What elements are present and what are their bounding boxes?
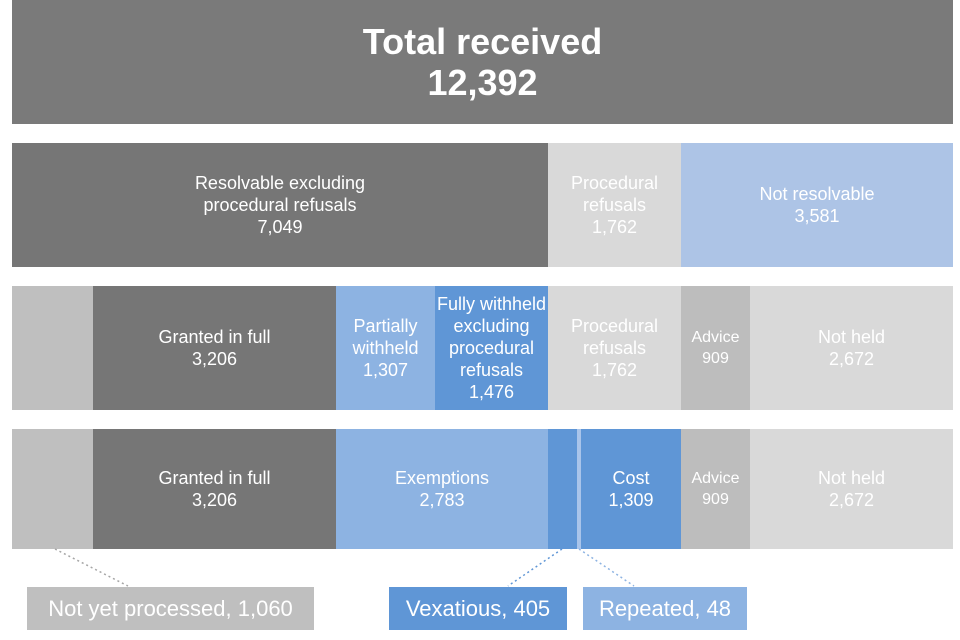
repeated-text: Repeated, 48 — [598, 595, 732, 621]
advice-block-row2: Advice 909 — [681, 286, 750, 410]
advice-label: Advice — [691, 329, 740, 346]
procedural-refusals-block-row2: Procedural refusals 1,762 — [548, 286, 681, 410]
not-held-value: 2,672 — [828, 490, 875, 510]
not-yet-processed-callout: Not yet processed, 1,060 — [27, 587, 314, 630]
resolvable-label: Resolvable excluding procedural refusals — [194, 173, 366, 215]
granted-in-full-block-row2: Granted in full 3,206 — [93, 286, 336, 410]
partially-withheld-value: 1,307 — [362, 360, 409, 380]
connector-not-yet-processed — [54, 548, 129, 587]
not-resolvable-block: Not resolvable 3,581 — [681, 143, 953, 267]
resolvable-block: Resolvable excluding procedural refusals… — [12, 143, 548, 267]
total-received-block: Total received 12,392 — [12, 0, 953, 124]
fully-withheld-label: Fully withheld excluding procedural refu… — [436, 294, 547, 380]
granted-in-full-value: 3,206 — [191, 349, 238, 369]
granted-in-full-label: Granted in full — [158, 327, 271, 347]
exemptions-value: 2,783 — [419, 490, 465, 510]
not-held-block-row2: Not held 2,672 — [750, 286, 953, 410]
advice-value: 909 — [702, 350, 729, 367]
connector-vexatious — [507, 548, 563, 587]
procedural-refusals-label: Procedural refusals — [570, 173, 659, 215]
fully-withheld-block: Fully withheld excluding procedural refu… — [435, 286, 548, 410]
procedural-refusals-value: 1,762 — [591, 217, 638, 237]
not-yet-processed-text: Not yet processed, 1,060 — [48, 595, 293, 621]
not-resolvable-label: Not resolvable — [759, 184, 875, 204]
granted-in-full-label: Granted in full — [158, 468, 271, 488]
not-held-label: Not held — [817, 468, 886, 488]
connector-repeated — [578, 548, 635, 587]
not-yet-processed-segment-row3 — [12, 429, 93, 549]
repeated-segment — [577, 429, 581, 549]
total-received-value: 12,392 — [427, 62, 538, 103]
not-resolvable-value: 3,581 — [794, 206, 840, 226]
procedural-refusals-value: 1,762 — [591, 360, 638, 380]
vexatious-segment — [548, 429, 577, 549]
cost-label: Cost — [612, 468, 650, 488]
granted-in-full-value: 3,206 — [191, 490, 238, 510]
fully-withheld-value: 1,476 — [468, 382, 515, 402]
granted-in-full-block-row3: Granted in full 3,206 — [93, 429, 336, 549]
advice-block-row3: Advice 909 — [681, 429, 750, 549]
procedural-refusals-label: Procedural refusals — [570, 316, 659, 358]
partially-withheld-label: Partially withheld — [352, 316, 419, 358]
vexatious-text: Vexatious, 405 — [405, 595, 551, 621]
resolvable-value: 7,049 — [257, 217, 303, 237]
not-yet-processed-segment-row2 — [12, 286, 93, 410]
not-held-block-row3: Not held 2,672 — [750, 429, 953, 549]
not-held-label: Not held — [817, 327, 886, 347]
repeated-callout: Repeated, 48 — [583, 587, 747, 630]
cost-value: 1,309 — [608, 490, 654, 510]
partially-withheld-block: Partially withheld 1,307 — [336, 286, 435, 410]
cost-block: Cost 1,309 — [581, 429, 681, 549]
procedural-refusals-block-row1: Procedural refusals 1,762 — [548, 143, 681, 267]
exemptions-block: Exemptions 2,783 — [336, 429, 548, 549]
total-received-label: Total received — [362, 21, 603, 62]
vexatious-callout: Vexatious, 405 — [389, 587, 567, 630]
advice-value: 909 — [702, 491, 729, 508]
exemptions-label: Exemptions — [394, 468, 490, 488]
advice-label: Advice — [691, 470, 740, 487]
not-held-value: 2,672 — [828, 349, 875, 369]
